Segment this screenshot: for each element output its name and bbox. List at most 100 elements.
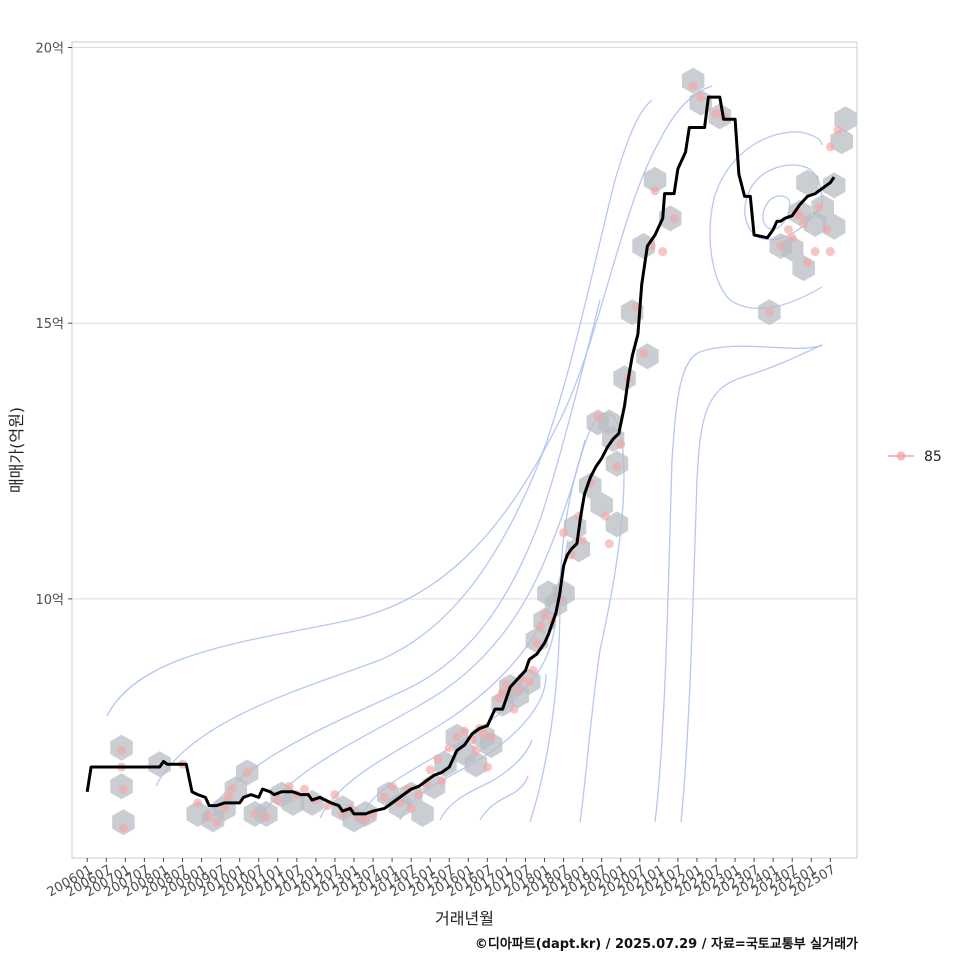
scatter-point [261,812,271,822]
hexbin-cell [112,809,135,836]
scatter-point [242,768,252,778]
scatter-point [825,142,835,152]
hexbin-cell [681,67,705,94]
hexbin-cell [781,235,804,262]
contour-line [439,739,533,821]
scatter-point [696,92,706,102]
scatter-point [486,732,496,742]
hexbin-cell [830,128,853,155]
scatter-point [799,219,809,229]
legend-key-point [896,451,906,461]
scatter-point [559,528,569,538]
grid [72,47,857,600]
scatter-point [536,621,546,631]
scatter-point [406,803,416,813]
scatter-point [783,224,793,234]
trend-layer [85,95,836,816]
scatter-point [825,247,835,257]
scatter-point [631,302,641,312]
scatter-point [250,809,260,819]
scatter-point [193,798,203,808]
scatter-point [810,247,820,257]
scatter-point [802,258,812,268]
y-axis: 10억 15억 20억 [35,42,72,608]
scatter-point [688,81,698,91]
scatter-point [330,790,340,800]
y-axis-title: 매매가(억원) [7,407,26,493]
hexbin-cell [605,511,629,538]
scatter-point [650,186,660,196]
scatter-point [273,795,283,805]
scatter-point [479,729,489,739]
scatter-point [482,762,492,772]
scatter-point [379,792,389,802]
scatter-point [776,241,786,251]
scatter-point [118,784,128,794]
scatter-point [612,462,622,472]
contour-line [106,85,713,717]
hexbin-cell [796,169,819,196]
scatter-point [452,732,462,742]
trend-line [85,95,836,816]
scatter-point [764,307,774,317]
scatter-point [433,754,443,764]
scatter-point [822,224,832,234]
scatter-point [528,666,538,676]
contour-line [479,775,529,821]
contour-line [155,99,653,787]
scatter-point [658,247,668,257]
scatter-point [795,211,805,221]
scatter-point [513,685,523,695]
y-tick-label: 10억 [35,593,64,608]
contour-line [762,195,791,230]
hexbin-cell [479,732,503,758]
scatter-point [299,784,309,794]
scatter-point [460,726,469,736]
scatter-point [509,704,519,714]
scatter-point [833,125,843,135]
scatter-point [616,439,626,449]
legend-label: 85 [924,449,942,465]
scatter-layer [117,81,843,833]
scatter-point [219,803,229,813]
scatter-point [501,679,511,689]
scatter-point [471,745,481,755]
legend: 85 [888,449,942,465]
scatter-point [414,790,424,800]
scatter-point [223,792,233,802]
scatter-point [593,412,603,422]
panel-border [71,41,858,859]
x-axis: 2006012006072007012007072008012008072009… [45,858,838,900]
scatter-point [498,688,508,698]
hexbin-cell [632,233,655,259]
scatter-point [639,349,649,359]
scatter-point [524,677,534,687]
hexbin-cell [834,106,857,133]
scatter-point [387,781,397,791]
scatter-point [118,823,128,833]
hexbin-cell [822,172,846,199]
scatter-point [711,109,721,119]
y-tick-label: 15억 [35,317,64,332]
caption: ©디아파트(dapt.kr) / 2025.07.29 / 자료=국토교통부 실… [475,936,858,952]
scatter-point [540,610,550,620]
scatter-point [212,817,222,827]
contour-line [654,344,823,823]
scatter-point [532,638,542,648]
scatter-point [425,765,435,775]
x-axis-title: 거래년월 [435,909,494,928]
y-tick-label: 20억 [35,42,64,57]
hexbin-cell [590,492,613,519]
scatter-point [437,776,447,786]
contour-line [680,344,823,823]
scatter-point [814,202,824,212]
scatter-point [117,745,127,755]
scatter-point [204,812,214,822]
scatter-point [360,814,370,824]
hexbin-cell [411,800,434,827]
hexbin-cell [148,751,171,778]
hexbin-cell [464,751,488,778]
